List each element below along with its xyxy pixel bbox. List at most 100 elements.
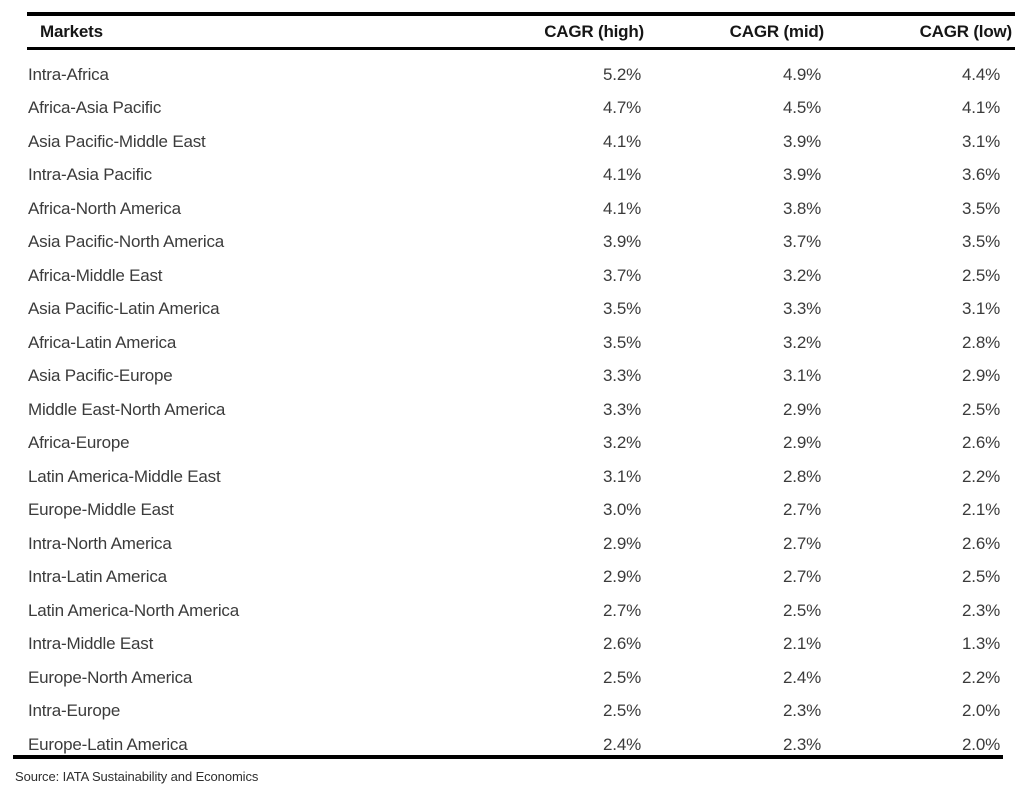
table-row: Intra-Latin America 2.9% 2.7% 2.5% — [27, 561, 1015, 595]
cagr-value-cell: 2.6% — [962, 433, 1000, 453]
cagr-value-cell: 2.3% — [783, 701, 821, 721]
market-cell: Africa-Middle East — [28, 265, 163, 285]
market-cell: Asia Pacific-North America — [28, 232, 225, 252]
table-row: Africa-Latin America 3.5% 3.2% 2.8% — [27, 326, 1015, 360]
cagr-value-cell: 3.2% — [603, 433, 641, 453]
cagr-value-cell: 2.7% — [603, 600, 641, 620]
table-row: Intra-Europe 2.5% 2.3% 2.0% — [27, 695, 1015, 729]
cagr-value-cell: 3.9% — [603, 232, 641, 252]
table-row: Asia Pacific-Latin America 3.5% 3.3% 3.1% — [27, 293, 1015, 327]
column-header-markets: Markets — [27, 14, 472, 50]
cagr-value-cell: 2.9% — [783, 399, 821, 419]
cagr-value-cell: 2.0% — [962, 734, 1000, 754]
cagr-value-cell: 2.5% — [962, 265, 1000, 285]
cagr-value-cell: 2.2% — [962, 667, 1000, 687]
cagr-table: Markets CAGR (high) CAGR (mid) CAGR (low… — [27, 12, 1015, 762]
cagr-value-cell: 2.7% — [783, 500, 821, 520]
market-cell: Asia Pacific-Middle East — [28, 131, 206, 151]
table-row: Africa-Middle East 3.7% 3.2% 2.5% — [27, 259, 1015, 293]
market-cell: Europe-Latin America — [28, 734, 188, 754]
market-cell: Intra-Africa — [28, 64, 109, 84]
cagr-value-cell: 2.4% — [603, 734, 641, 754]
cagr-value-cell: 3.1% — [783, 366, 821, 386]
cagr-value-cell: 4.1% — [603, 198, 641, 218]
market-cell: Intra-North America — [28, 533, 172, 553]
table-row: Intra-Middle East 2.6% 2.1% 1.3% — [27, 628, 1015, 662]
market-cell: Latin America-North America — [28, 600, 239, 620]
table-row: Asia Pacific-Middle East 4.1% 3.9% 3.1% — [27, 125, 1015, 159]
cagr-value-cell: 2.7% — [783, 567, 821, 587]
cagr-value-cell: 3.6% — [962, 165, 1000, 185]
cagr-value-cell: 3.5% — [603, 332, 641, 352]
cagr-value-cell: 3.5% — [962, 198, 1000, 218]
table-row: Asia Pacific-North America 3.9% 3.7% 3.5% — [27, 226, 1015, 260]
cagr-value-cell: 3.1% — [962, 131, 1000, 151]
cagr-value-cell: 3.3% — [783, 299, 821, 319]
table-row: Europe-Middle East 3.0% 2.7% 2.1% — [27, 494, 1015, 528]
table-row: Intra-Africa 5.2% 4.9% 4.4% — [27, 49, 1015, 92]
cagr-value-cell: 2.9% — [962, 366, 1000, 386]
cagr-value-cell: 2.8% — [962, 332, 1000, 352]
table-body: Intra-Africa 5.2% 4.9% 4.4% Africa-Asia Paci… — [27, 49, 1015, 762]
cagr-value-cell: 2.9% — [603, 533, 641, 553]
cagr-value-cell: 3.3% — [603, 366, 641, 386]
table-bottom-rule — [13, 755, 1003, 759]
cagr-value-cell: 3.2% — [783, 265, 821, 285]
cagr-value-cell: 2.9% — [783, 433, 821, 453]
market-cell: Intra-Middle East — [28, 634, 154, 654]
cagr-value-cell: 2.4% — [783, 667, 821, 687]
cagr-value-cell: 3.9% — [783, 165, 821, 185]
cagr-value-cell: 2.5% — [603, 667, 641, 687]
market-cell: Intra-Europe — [28, 701, 121, 721]
cagr-value-cell: 2.9% — [603, 567, 641, 587]
cagr-value-cell: 2.1% — [962, 500, 1000, 520]
cagr-value-cell: 2.8% — [783, 466, 821, 486]
cagr-value-cell: 5.2% — [603, 64, 641, 84]
market-cell: Intra-Asia Pacific — [28, 165, 152, 185]
market-cell: Europe-North America — [28, 667, 193, 687]
cagr-value-cell: 4.5% — [783, 98, 821, 118]
cagr-value-cell: 3.8% — [783, 198, 821, 218]
cagr-value-cell: 2.7% — [783, 533, 821, 553]
cagr-value-cell: 2.5% — [783, 600, 821, 620]
cagr-value-cell: 2.2% — [962, 466, 1000, 486]
cagr-value-cell: 4.1% — [962, 98, 1000, 118]
cagr-value-cell: 2.5% — [962, 567, 1000, 587]
cagr-value-cell: 2.6% — [603, 634, 641, 654]
column-header-cagr-mid: CAGR (mid) — [647, 14, 827, 50]
table-row: Intra-Asia Pacific 4.1% 3.9% 3.6% — [27, 159, 1015, 193]
table-row: Africa-North America 4.1% 3.8% 3.5% — [27, 192, 1015, 226]
table-row: Europe-Latin America 2.4% 2.3% 2.0% — [27, 728, 1015, 762]
cagr-value-cell: 4.4% — [962, 64, 1000, 84]
column-header-cagr-low: CAGR (low) — [827, 14, 1015, 50]
cagr-value-cell: 2.0% — [962, 701, 1000, 721]
cagr-value-cell: 4.1% — [603, 131, 641, 151]
market-cell: Intra-Latin America — [28, 567, 167, 587]
market-cell: Africa-Latin America — [28, 332, 177, 352]
table-row: Latin America-North America 2.7% 2.5% 2.3% — [27, 594, 1015, 628]
market-cell: Africa-Asia Pacific — [28, 98, 162, 118]
cagr-value-cell: 3.3% — [603, 399, 641, 419]
table-row: Africa-Europe 3.2% 2.9% 2.6% — [27, 427, 1015, 461]
cagr-value-cell: 3.7% — [783, 232, 821, 252]
cagr-value-cell: 2.5% — [962, 399, 1000, 419]
market-cell: Asia Pacific-Europe — [28, 366, 173, 386]
market-cell: Africa-North America — [28, 198, 181, 218]
cagr-value-cell: 3.7% — [603, 265, 641, 285]
market-cell: Asia Pacific-Latin America — [28, 299, 220, 319]
cagr-value-cell: 3.1% — [603, 466, 641, 486]
table-row: Latin America-Middle East 3.1% 2.8% 2.2% — [27, 460, 1015, 494]
table-row: Asia Pacific-Europe 3.3% 3.1% 2.9% — [27, 360, 1015, 394]
cagr-value-cell: 2.1% — [783, 634, 821, 654]
cagr-value-cell: 3.9% — [783, 131, 821, 151]
table-row: Africa-Asia Pacific 4.7% 4.5% 4.1% — [27, 92, 1015, 126]
market-cell: Africa-Europe — [28, 433, 130, 453]
cagr-value-cell: 3.2% — [783, 332, 821, 352]
table-row: Middle East-North America 3.3% 2.9% 2.5% — [27, 393, 1015, 427]
market-cell: Latin America-Middle East — [28, 466, 221, 486]
cagr-value-cell: 3.0% — [603, 500, 641, 520]
cagr-value-cell: 4.1% — [603, 165, 641, 185]
cagr-value-cell: 2.5% — [603, 701, 641, 721]
source-note: Source: IATA Sustainability and Economic… — [15, 769, 259, 784]
